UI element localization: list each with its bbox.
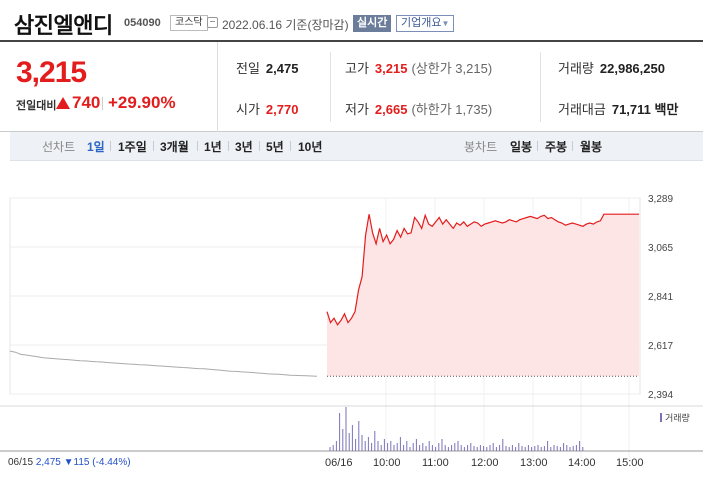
arrow-up-icon bbox=[56, 97, 70, 109]
stat-label: 시가 bbox=[236, 102, 260, 117]
y-tick-label: 3,065 bbox=[648, 243, 673, 254]
tab-weekly[interactable]: 주봉 bbox=[545, 140, 568, 154]
stat-label: 고가 bbox=[345, 61, 369, 76]
realtime-button[interactable]: 실시간 bbox=[353, 15, 392, 32]
stat-value: 2,770 bbox=[265, 102, 299, 117]
prev-day-close: 2,475 bbox=[35, 457, 61, 468]
y-tick-label: 2,394 bbox=[648, 390, 673, 401]
divider bbox=[102, 97, 103, 110]
prev-day-info: 06/15 2,475 ▼115 (-4.44%) bbox=[8, 457, 131, 468]
stat-volume: 거래량 22,986,250 bbox=[558, 58, 665, 77]
stock-name: 삼진엘앤디 bbox=[14, 13, 113, 38]
y-tick-label: 2,841 bbox=[648, 292, 673, 303]
x-tick-label: 14:00 bbox=[568, 457, 596, 469]
tab-3y[interactable]: 3년 bbox=[235, 140, 253, 154]
stat-label: 거래량 bbox=[558, 61, 594, 76]
stat-sub: (하한가 1,735) bbox=[411, 102, 493, 117]
line-chart-label: 선차트 bbox=[42, 140, 76, 154]
stat-high: 고가 3,215 (상한가 3,215) bbox=[345, 58, 492, 77]
tab-1d[interactable]: 1일 bbox=[87, 140, 105, 154]
change-value: 740 bbox=[72, 93, 101, 112]
stat-sub: (상한가 3,215) bbox=[411, 61, 493, 76]
series-line-today bbox=[326, 213, 639, 326]
base-date: 2022.06.16 기준(장마감) bbox=[222, 18, 349, 32]
divider bbox=[110, 141, 111, 151]
stat-amount: 거래대금 71,711 백만 bbox=[558, 99, 678, 118]
divider bbox=[540, 52, 541, 122]
stock-header: 삼진엘앤디 054090 코스닥 2022.06.16 기준(장마감) 실시간 … bbox=[0, 0, 703, 42]
tab-monthly[interactable]: 월봉 bbox=[580, 140, 603, 154]
calendar-icon bbox=[207, 17, 218, 28]
y-tick-label: 3,289 bbox=[648, 194, 673, 205]
prev-day-date: 06/15 bbox=[8, 457, 34, 468]
x-tick-label: 06/16 bbox=[325, 457, 353, 469]
x-tick-label: 15:00 bbox=[616, 457, 644, 469]
candle-chart-label: 봉차트 bbox=[464, 140, 498, 154]
tab-5y[interactable]: 5년 bbox=[266, 140, 284, 154]
y-tick-label: 2,617 bbox=[648, 341, 673, 352]
tab-1y[interactable]: 1년 bbox=[204, 140, 222, 154]
divider bbox=[197, 141, 198, 151]
volume-label: 거래량 bbox=[665, 413, 690, 423]
stat-value: 71,711 백만 bbox=[611, 102, 679, 117]
tab-daily[interactable]: 일봉 bbox=[510, 140, 533, 154]
stat-label: 거래대금 bbox=[558, 102, 606, 117]
market-badge: 코스닥 bbox=[170, 15, 208, 31]
x-tick-label: 13:00 bbox=[520, 457, 548, 469]
current-price-box: 3,215 전일대비 740 +29.90% bbox=[0, 42, 218, 132]
volume-legend: 거래량 bbox=[660, 411, 690, 424]
x-tick-label: 12:00 bbox=[471, 457, 499, 469]
stat-value: 2,665 bbox=[374, 102, 408, 117]
stat-label: 저가 bbox=[345, 102, 369, 117]
x-tick-label: 11:00 bbox=[422, 457, 449, 469]
prev-day-change: ▼115 bbox=[63, 457, 90, 468]
series-area-today bbox=[327, 214, 639, 377]
price-summary: 3,215 전일대비 740 +29.90% 전일 2,475 고가 3,215 (상… bbox=[0, 42, 703, 132]
stock-code: 054090 bbox=[124, 17, 161, 29]
chevron-down-icon: ▼ bbox=[441, 19, 450, 28]
stat-prev-close: 전일 2,475 bbox=[236, 58, 298, 77]
divider bbox=[537, 141, 538, 151]
x-tick-label: 10:00 bbox=[373, 457, 401, 469]
company-overview-label: 기업개요 bbox=[401, 17, 442, 29]
divider bbox=[259, 141, 260, 151]
divider bbox=[290, 141, 291, 151]
series-line-prev-day bbox=[9, 350, 318, 377]
stat-open: 시가 2,770 bbox=[236, 99, 298, 118]
divider bbox=[228, 141, 229, 151]
stat-value: 3,215 bbox=[374, 61, 408, 76]
stat-low: 저가 2,665 (하한가 1,735) bbox=[345, 99, 492, 118]
stat-label: 전일 bbox=[236, 61, 260, 76]
tab-10y[interactable]: 10년 bbox=[298, 140, 323, 154]
divider bbox=[572, 141, 573, 151]
divider bbox=[330, 52, 331, 122]
tab-3m[interactable]: 3개월 bbox=[160, 140, 189, 154]
stat-value: 22,986,250 bbox=[599, 61, 665, 76]
prev-day-pct: (-4.44%) bbox=[92, 457, 131, 468]
company-overview-button[interactable]: 기업개요▼ bbox=[396, 15, 455, 32]
change-percent: +29.90% bbox=[108, 93, 176, 112]
price-chart: 3,289 3,065 2,841 2,617 2,394 06/16 10:00 11:00… bbox=[0, 161, 703, 484]
divider bbox=[153, 141, 154, 151]
tab-1w[interactable]: 1주일 bbox=[118, 140, 147, 154]
chart-svg: 3,289 3,065 2,841 2,617 2,394 06/16 10:00 11:00… bbox=[0, 194, 703, 469]
current-price: 3,215 bbox=[16, 56, 87, 89]
volume-swatch bbox=[660, 413, 662, 422]
change-label: 전일대비 bbox=[16, 100, 57, 112]
chart-period-tabs: 선차트 1일 1주일 3개월 1년 3년 5년 10년 봉차트 일봉 주봉 월봉 bbox=[10, 132, 703, 161]
stat-value: 2,475 bbox=[265, 61, 299, 76]
